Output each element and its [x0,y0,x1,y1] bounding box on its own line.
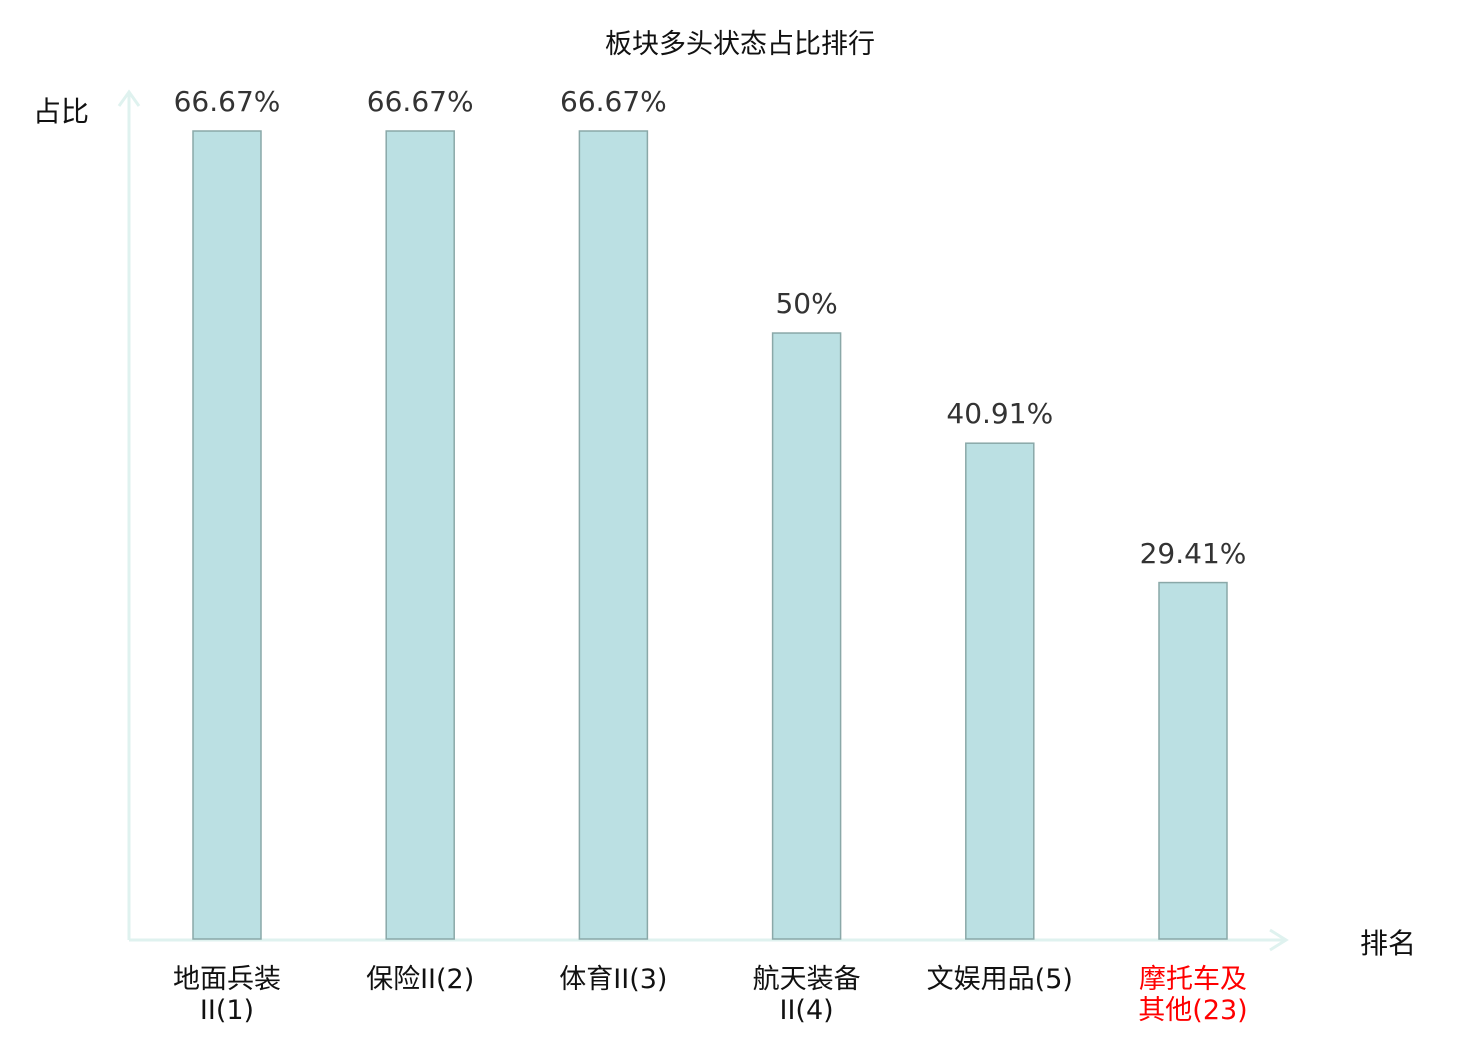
bar [1158,581,1228,940]
data-label: 40.91% [946,397,1054,431]
x-tick-label: 摩托车及 其他(23) [1138,964,1248,1026]
x-tick-label: 地面兵装 II(1) [173,964,281,1026]
data-label: 66.67% [366,85,474,118]
data-label: 66.67% [560,85,667,118]
bar [578,130,649,940]
x-tick-label: 保险II(2) [366,964,475,995]
bar [385,130,455,940]
data-label: 50% [775,287,838,321]
y-axis-label: 占比 [33,95,90,128]
bar [771,332,842,940]
x-tick-label: 航天装备 II(4) [752,964,861,1026]
bar [192,130,262,940]
y-axis-arrow [117,89,141,107]
data-label: 29.41% [1139,536,1247,570]
x-tick-label: 文娱用品(5) [926,964,1073,995]
x-axis-arrow [1269,928,1289,952]
x-tick-label: 体育II(3) [559,964,668,995]
chart-title: 板块多头状态占比排行 [605,29,875,60]
x-axis-label: 排名 [1360,927,1417,960]
data-label: 66.67% [173,85,281,118]
bar [965,442,1035,940]
